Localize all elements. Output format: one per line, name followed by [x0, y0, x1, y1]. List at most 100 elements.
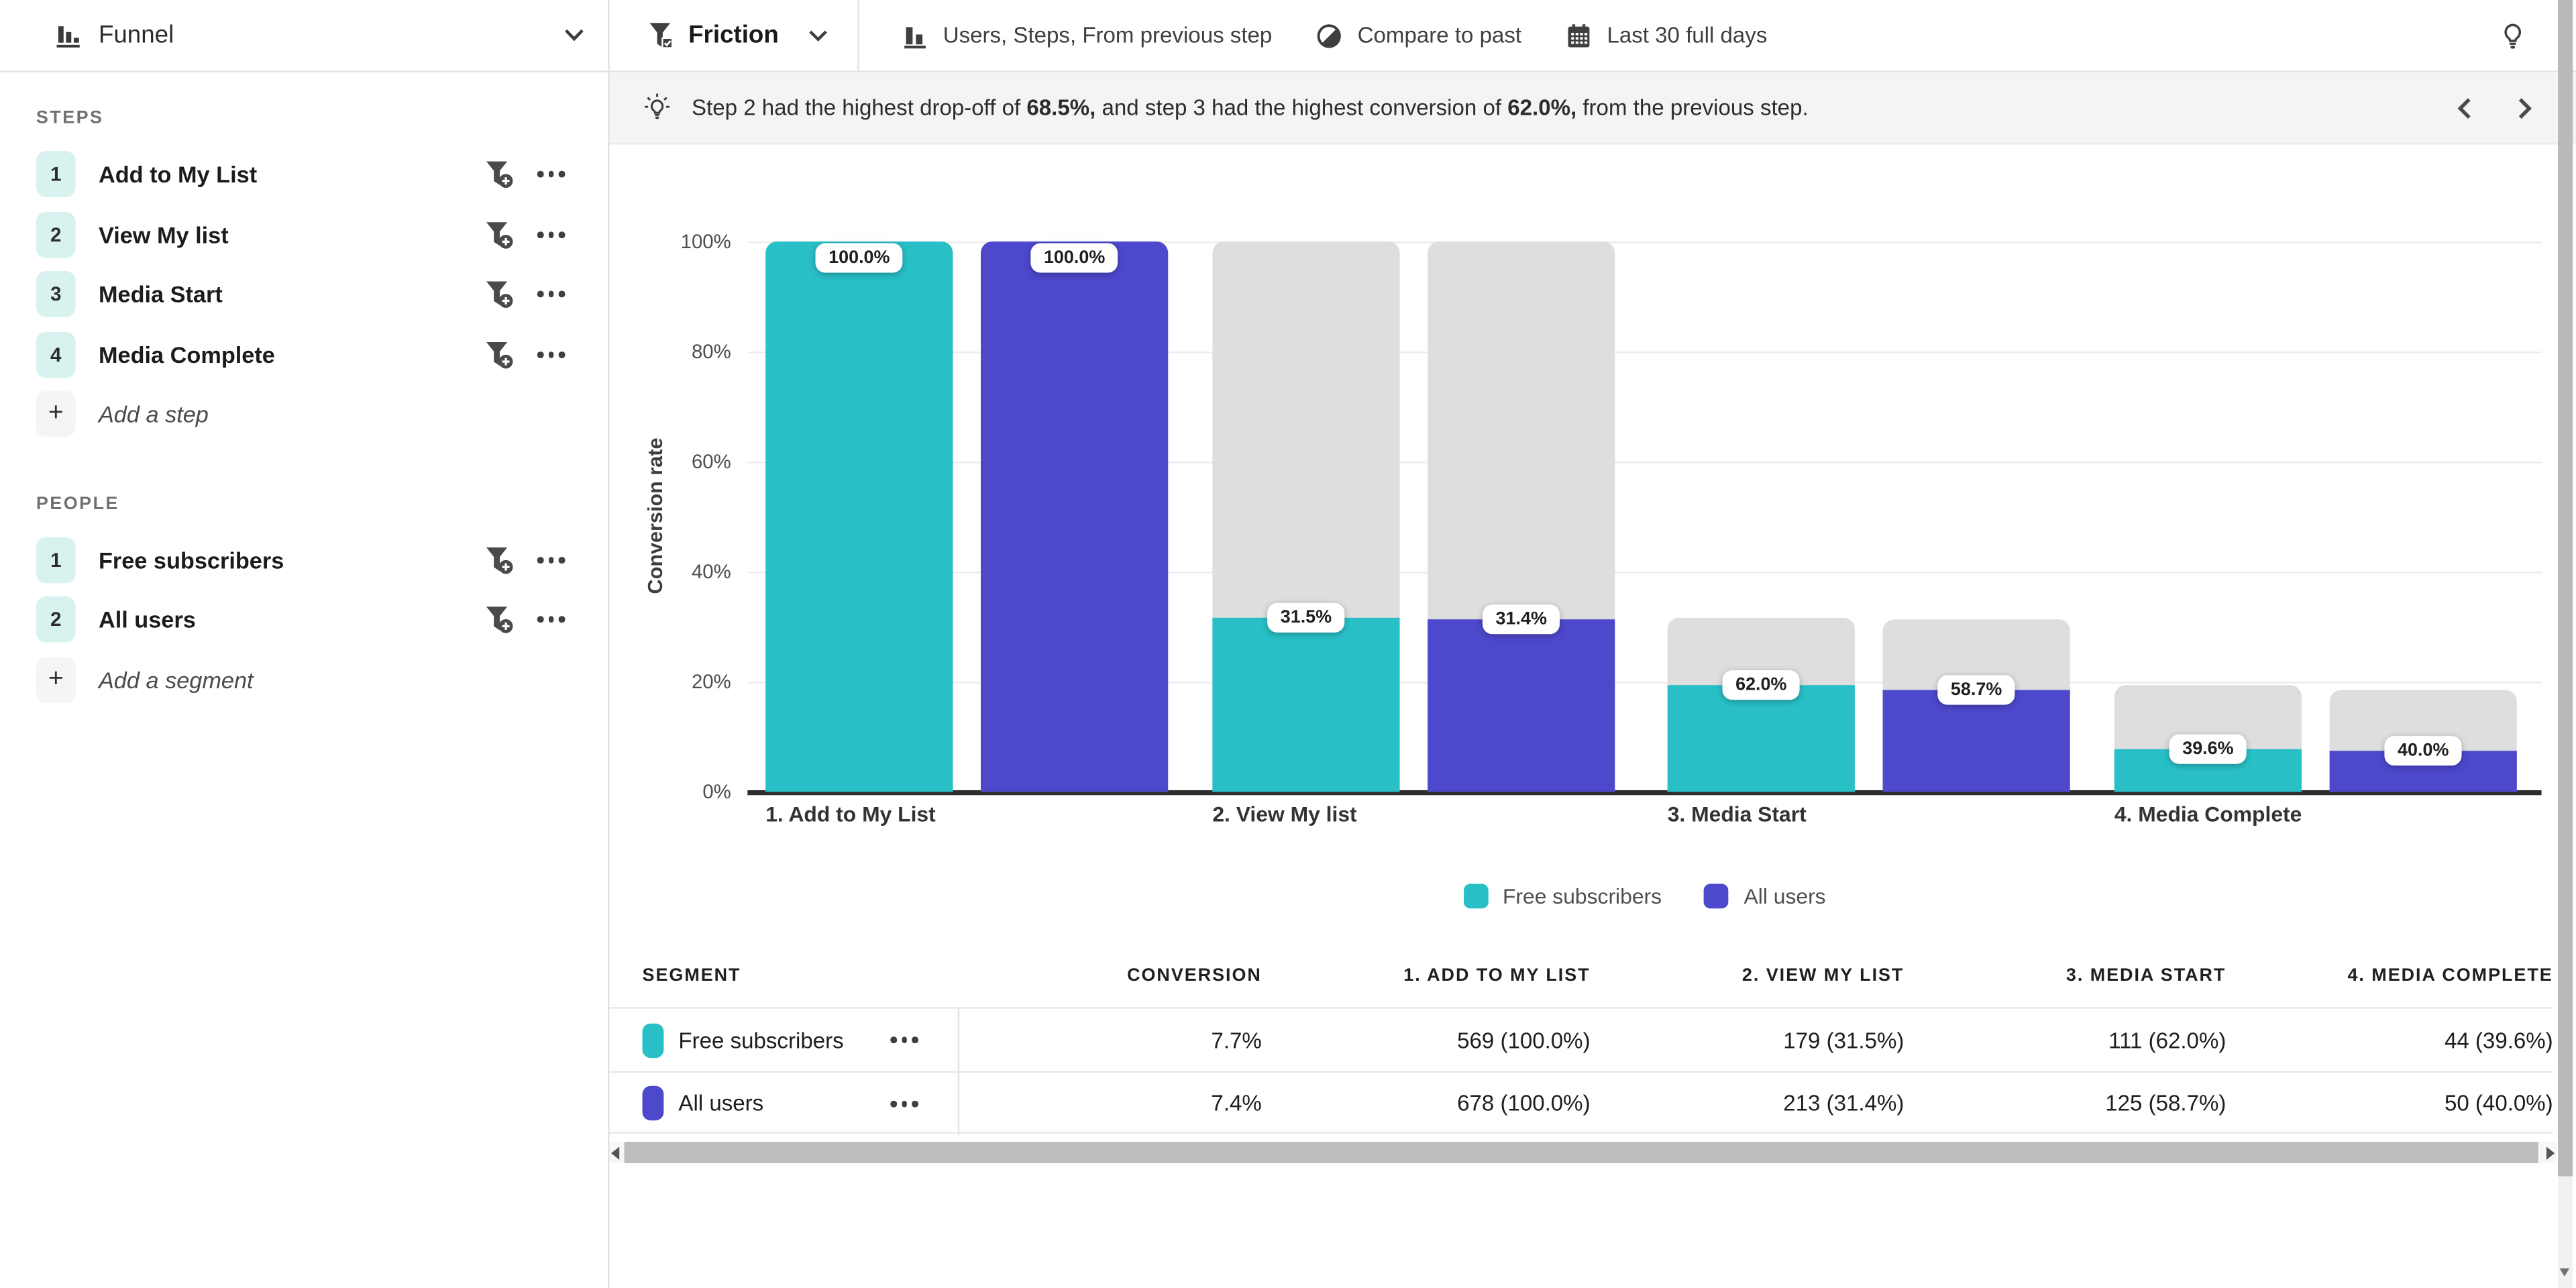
- insight-text: Step 2 had the highest drop-off of 68.5%…: [692, 95, 1809, 120]
- table-header-cell[interactable]: 4. MEDIA COMPLETE: [2347, 966, 2553, 986]
- compare-to-past-button[interactable]: Compare to past: [1316, 22, 1521, 48]
- add-filter-funnel-icon[interactable]: [485, 220, 515, 250]
- table-row[interactable]: All users 7.4% 678 (100.0%) 213 (31.4%) 125 …: [609, 1070, 2553, 1136]
- gridline: [747, 682, 2542, 684]
- horizontal-scrollbar-thumb[interactable]: [624, 1142, 2538, 1163]
- add-filter-funnel-icon[interactable]: [485, 280, 515, 309]
- calendar-icon: [1566, 22, 1592, 48]
- report-type-selector[interactable]: Funnel: [0, 0, 608, 72]
- more-options-icon[interactable]: [890, 1037, 918, 1044]
- segment-cell: All users: [610, 1071, 960, 1136]
- scroll-right-arrow-icon[interactable]: [2546, 1146, 2555, 1160]
- segment-number-badge: 2: [36, 596, 76, 643]
- horizontal-scrollbar[interactable]: [609, 1142, 2557, 1163]
- table-header-row: SEGMENT CONVERSION 1. ADD TO MY LIST 2. VIE…: [610, 945, 2553, 1007]
- bar-all-users[interactable]: [1428, 619, 1615, 792]
- x-axis-category-label: 1. Add to My List: [765, 802, 936, 826]
- toolbar-divider: [857, 0, 859, 72]
- step-label: Add to My List: [98, 161, 258, 188]
- steps-section-label: STEPS: [36, 108, 104, 129]
- sidebar-step-row[interactable]: 1 Add to My List: [36, 145, 566, 205]
- legend-swatch: [1704, 883, 1729, 909]
- bar-chart-icon: [904, 22, 928, 48]
- step-label: Media Start: [98, 281, 223, 308]
- chevron-down-icon: [808, 29, 828, 42]
- bar-value-label: 58.7%: [1937, 676, 2015, 706]
- add-segment-button[interactable]: + Add a segment: [36, 650, 566, 710]
- sidebar-step-row[interactable]: 3 Media Start: [36, 264, 566, 324]
- funnel-bar-chart: Conversion rate 100% 80% 60% 40% 20% 0% 100.0%…: [609, 144, 2576, 945]
- table-value-cell: 213 (31.4%): [1783, 1091, 1904, 1116]
- segment-name: Free subscribers: [678, 1028, 844, 1053]
- gridline: [747, 462, 2542, 464]
- plus-icon: +: [36, 391, 76, 438]
- bar-all-users[interactable]: [981, 241, 1169, 792]
- metric-selector[interactable]: Friction: [647, 21, 828, 50]
- add-filter-funnel-icon[interactable]: [485, 545, 515, 574]
- lightbulb-icon[interactable]: [2499, 21, 2527, 50]
- bar-free-subscribers[interactable]: [1212, 618, 1400, 792]
- chart-legend: Free subscribers All users: [747, 883, 2541, 909]
- table-value-cell: 7.7%: [1211, 1028, 1262, 1053]
- more-options-icon[interactable]: [537, 557, 566, 563]
- sidebar-segment-row[interactable]: 1 Free subscribers: [36, 530, 566, 590]
- segment-label: All users: [98, 606, 196, 633]
- vertical-scrollbar[interactable]: [2558, 0, 2573, 1288]
- sidebar-step-row[interactable]: 2 View My list: [36, 205, 566, 264]
- more-options-icon[interactable]: [537, 231, 566, 237]
- more-options-icon[interactable]: [537, 351, 566, 358]
- visualization-settings-button[interactable]: Users, Steps, From previous step: [904, 22, 1272, 48]
- x-axis-category-label: 2. View My list: [1212, 802, 1357, 826]
- gridline: [747, 241, 2542, 244]
- compare-to-past-label: Compare to past: [1357, 23, 1522, 48]
- table-header-cell[interactable]: SEGMENT: [642, 966, 741, 986]
- table-header-cell[interactable]: 2. VIEW MY LIST: [1741, 966, 1904, 986]
- table-value-cell: 179 (31.5%): [1783, 1028, 1904, 1053]
- step-label: View My list: [98, 221, 229, 248]
- scroll-left-arrow-icon[interactable]: [611, 1146, 620, 1160]
- bar-value-label: 31.5%: [1267, 603, 1345, 634]
- scroll-down-arrow-icon[interactable]: [2559, 1268, 2570, 1277]
- table-value-cell: 50 (40.0%): [2444, 1091, 2553, 1116]
- y-axis-tick-label: 100%: [680, 229, 731, 254]
- legend-label: Free subscribers: [1502, 883, 1662, 909]
- y-axis-tick-label: 20%: [691, 670, 731, 694]
- add-filter-funnel-icon[interactable]: [485, 160, 515, 189]
- more-options-icon[interactable]: [537, 616, 566, 623]
- funnel-check-icon: [647, 21, 674, 50]
- sidebar-step-row[interactable]: 4 Media Complete: [36, 325, 566, 384]
- legend-item[interactable]: Free subscribers: [1463, 883, 1662, 909]
- segment-color-swatch: [642, 1086, 664, 1121]
- add-step-label: Add a step: [98, 401, 209, 428]
- bar-all-users[interactable]: [1882, 690, 2070, 792]
- add-filter-funnel-icon[interactable]: [485, 339, 515, 369]
- bar-value-label: 31.4%: [1482, 604, 1560, 634]
- table-value-cell: 44 (39.6%): [2444, 1028, 2553, 1053]
- sidebar: Funnel STEPS 1 Add to My List 2 View My lis…: [0, 0, 610, 1288]
- vertical-scrollbar-thumb[interactable]: [2558, 0, 2573, 1177]
- funnel-chart-icon: [56, 21, 82, 50]
- date-range-button[interactable]: Last 30 full days: [1566, 22, 1767, 48]
- add-filter-funnel-icon[interactable]: [485, 605, 515, 635]
- table-header-cell[interactable]: CONVERSION: [1127, 966, 1262, 986]
- segment-name: All users: [678, 1091, 764, 1116]
- chevron-down-icon[interactable]: [564, 28, 585, 43]
- y-axis-tick-label: 40%: [691, 560, 731, 584]
- more-options-icon[interactable]: [537, 291, 566, 298]
- chevron-left-icon[interactable]: [2456, 96, 2472, 119]
- sidebar-segment-row[interactable]: 2 All users: [36, 590, 566, 649]
- add-step-button[interactable]: + Add a step: [36, 384, 566, 444]
- plus-icon: +: [36, 656, 76, 703]
- table-header-cell[interactable]: 3. MEDIA START: [2065, 966, 2226, 986]
- legend-item[interactable]: All users: [1704, 883, 1826, 909]
- bar-free-subscribers[interactable]: [1667, 684, 1855, 792]
- bar-free-subscribers[interactable]: [765, 241, 953, 792]
- bar-value-label: 100.0%: [815, 243, 904, 273]
- table-row[interactable]: Free subscribers 7.7% 569 (100.0%) 179 (31.…: [609, 1007, 2553, 1072]
- chevron-right-icon[interactable]: [2517, 96, 2533, 119]
- bar-value-label: 62.0%: [1722, 669, 1801, 700]
- table-header-cell[interactable]: 1. ADD TO MY LIST: [1403, 966, 1591, 986]
- more-options-icon[interactable]: [890, 1100, 918, 1107]
- legend-swatch: [1463, 883, 1488, 909]
- more-options-icon[interactable]: [537, 171, 566, 178]
